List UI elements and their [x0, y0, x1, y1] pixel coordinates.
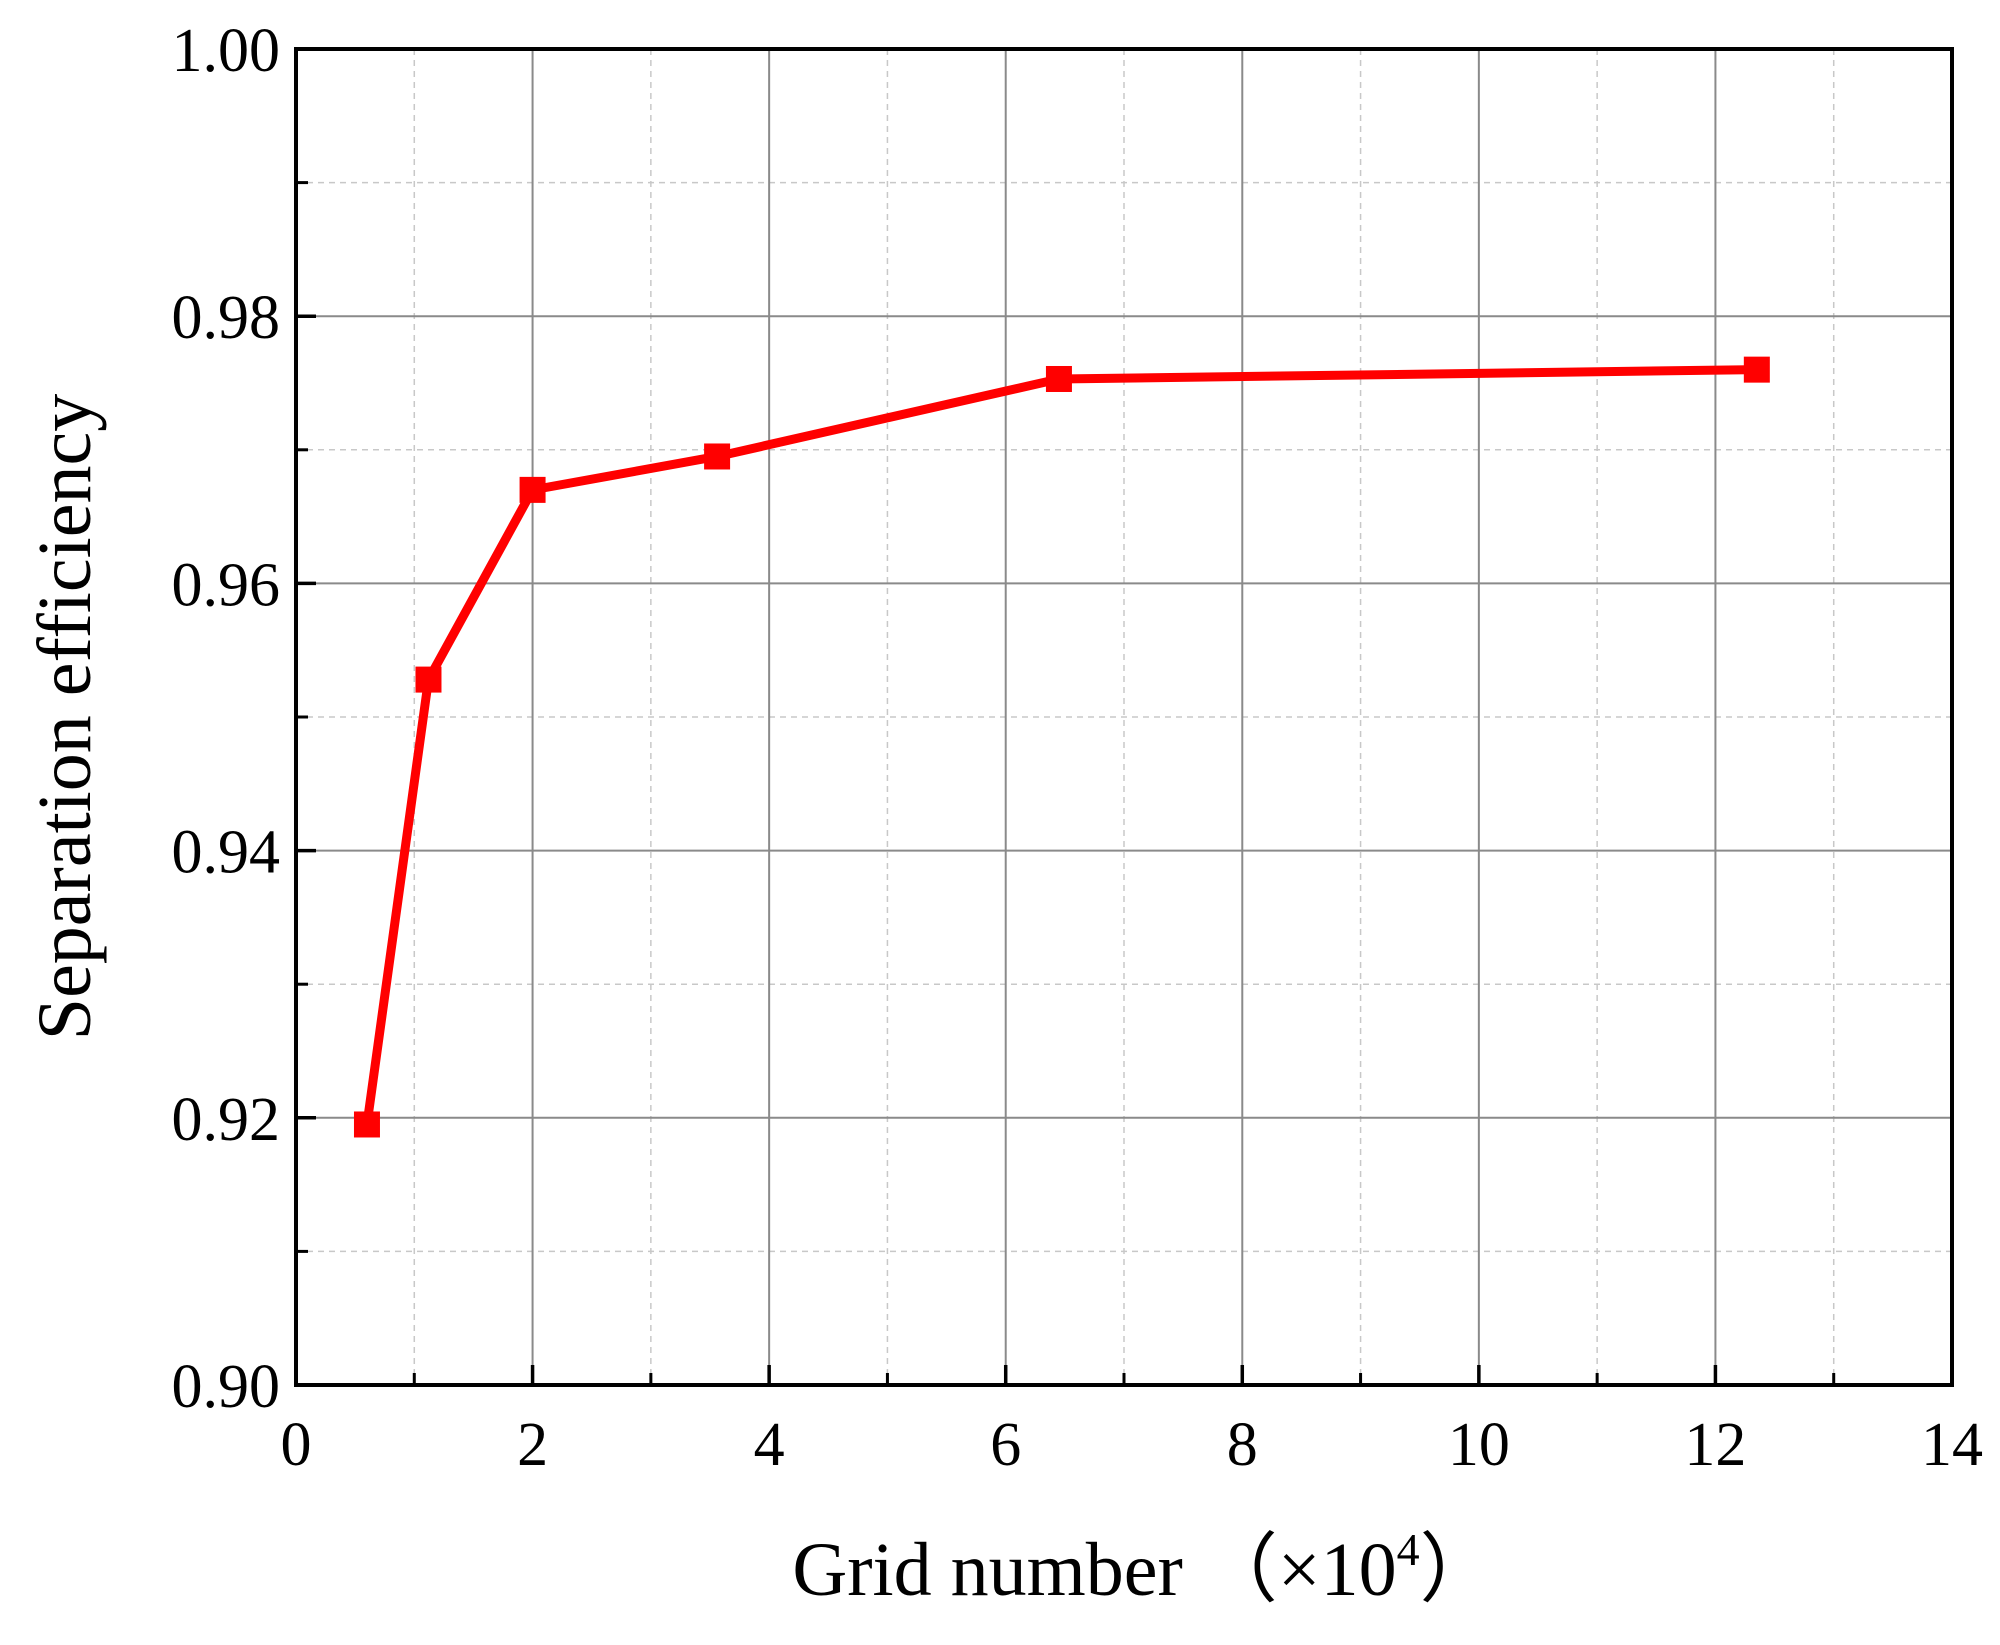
y-tick-label: 0.98 — [172, 284, 281, 352]
minor-gridlines — [296, 49, 1952, 1385]
x-tick-label: 14 — [1921, 1411, 1983, 1479]
x-tick-label: 8 — [1227, 1411, 1258, 1479]
x-axis-title-main: Grid number （×10 — [792, 1528, 1396, 1612]
y-tick-label: 0.92 — [172, 1086, 281, 1154]
data-point — [1045, 365, 1072, 392]
series-line — [362, 365, 1762, 1129]
x-axis-title: Grid number （×104） — [792, 1524, 1495, 1612]
x-tick-label: 10 — [1448, 1411, 1510, 1479]
y-tick-labels: 0.90 0.92 0.94 0.96 0.98 1.00 — [172, 17, 281, 1421]
data-point — [519, 476, 546, 503]
x-tick-label: 6 — [990, 1411, 1021, 1479]
y-tick-label: 0.96 — [172, 551, 281, 619]
y-tick-label: 0.90 — [172, 1353, 281, 1421]
y-tick-label: 1.00 — [172, 17, 281, 85]
x-axis-title-close: ） — [1420, 1528, 1496, 1612]
x-tick-label: 12 — [1684, 1411, 1746, 1479]
x-tick-labels: 0 2 4 6 8 10 12 14 — [281, 1411, 1984, 1479]
data-point — [1743, 356, 1770, 383]
series-layer — [353, 356, 1770, 1138]
x-tick-label: 2 — [517, 1411, 548, 1479]
x-axis-title-exponent: 4 — [1397, 1524, 1420, 1575]
y-tick-label: 0.94 — [172, 819, 281, 887]
major-gridlines — [296, 49, 1952, 1385]
x-tick-label: 4 — [754, 1411, 785, 1479]
data-point — [704, 443, 731, 470]
x-tick-label: 0 — [281, 1411, 312, 1479]
data-point — [353, 1111, 380, 1138]
axis-ticks — [294, 47, 1954, 1387]
y-axis-title: Separation efficiency — [23, 394, 107, 1040]
data-point — [415, 666, 442, 693]
